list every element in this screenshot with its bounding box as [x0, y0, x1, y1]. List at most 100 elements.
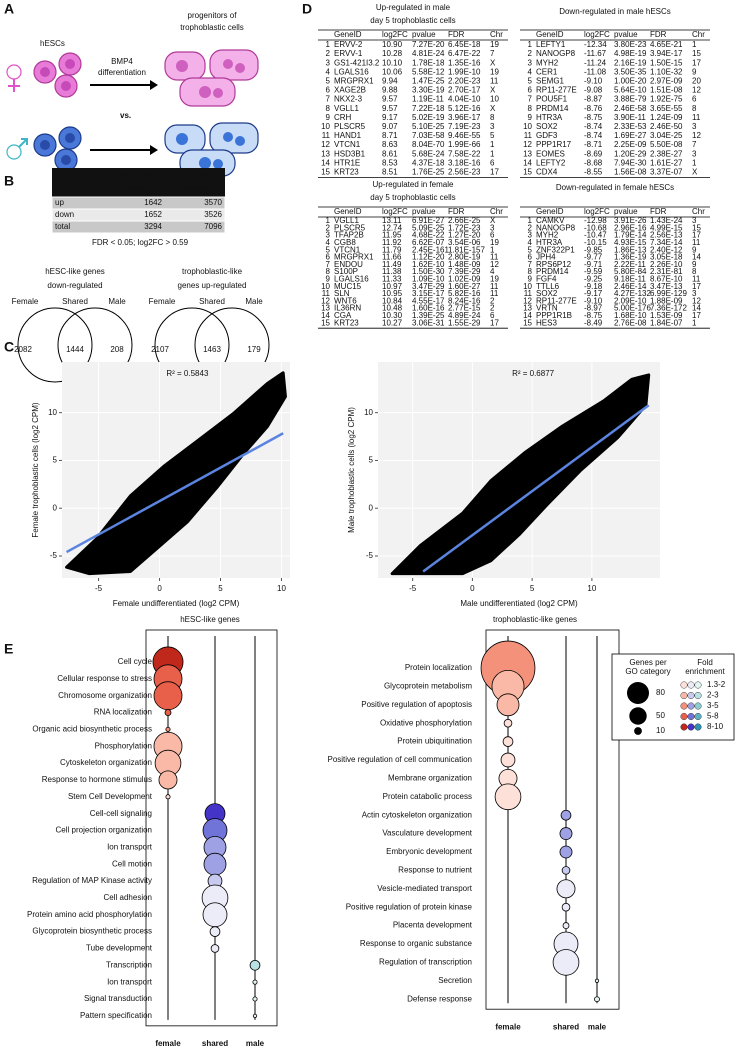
table-cell: 2.26E-10	[650, 260, 683, 269]
row-number: 3	[528, 58, 533, 67]
table-cell: 2.38E-27	[650, 149, 683, 158]
table-cell: ZNF322P1	[536, 245, 575, 254]
table-cell: 2.97E-09	[650, 77, 683, 86]
x-axis-label: Female undifferentiated (log2 CPM)	[113, 599, 240, 608]
table-cell: 1	[490, 245, 495, 254]
table-cell: 9.88	[382, 86, 398, 95]
table-cell: 6.62E-07	[412, 238, 445, 247]
table-cell: -8.49	[584, 318, 603, 327]
table-cell: 8.71	[382, 131, 398, 140]
table-cell: 1.86E-13	[614, 245, 647, 254]
term-label: Secretion	[438, 976, 472, 985]
table-cell: ENDOU	[334, 260, 363, 269]
term-label: Oxidative phosphorylation	[380, 718, 472, 727]
table-cell: GDF3	[536, 131, 558, 140]
table-cell: 11	[490, 77, 499, 86]
table-cell: -8.74	[584, 122, 603, 131]
table-cell: 1	[490, 149, 495, 158]
bubble	[562, 922, 570, 930]
column-header: pvalue	[614, 207, 638, 216]
column-header: FDR	[448, 207, 465, 216]
table-cell: 9.18E-11	[614, 275, 646, 284]
row-number: 14	[321, 158, 330, 167]
column-header: log2FC	[584, 30, 610, 39]
table-cell: MRGPRX1	[334, 253, 374, 262]
table-cell: 2.70E-17	[448, 86, 481, 95]
row-number: 10	[523, 282, 532, 291]
table-cell: 1.02E-09	[448, 275, 481, 284]
column-header: pvalue	[412, 207, 436, 216]
table-cell: 8.53	[382, 158, 398, 167]
term-label: Cytoskeleton organization	[60, 758, 152, 767]
table-cell: 8.51	[382, 168, 398, 177]
column-header: FDR	[448, 30, 465, 39]
x-tick-label: 5	[530, 584, 535, 593]
legend-bin-label: 1.3-2	[707, 680, 726, 689]
cells-label: hESCs	[40, 39, 65, 48]
table-cell: 2.76E-08	[614, 318, 647, 327]
term-label: Stem Cell Development	[68, 792, 153, 801]
row-number: 4	[326, 238, 331, 247]
table-cell: 9.17	[382, 113, 398, 122]
legend-size	[629, 707, 647, 725]
bubble	[594, 996, 600, 1003]
row-number: 2	[326, 223, 331, 232]
r-squared: R² = 0.6877	[512, 369, 555, 378]
table-cell: 8	[692, 267, 697, 276]
term-label: Cell-cell signaling	[90, 809, 152, 818]
term-label: Cell projection organization	[56, 826, 153, 835]
legend-bin-label: 3-5	[707, 701, 719, 710]
table-cell: 6.45E-18	[448, 40, 481, 49]
table-cell: 1.43E-24	[650, 216, 683, 225]
column-header: Chr	[692, 207, 705, 216]
table-cell: 2.56E-13	[650, 231, 683, 240]
table-cell: 2.66E-25	[448, 216, 481, 225]
table-cell: 17	[692, 282, 701, 291]
y-tick-label: 5	[53, 456, 58, 465]
group-label: female	[155, 1039, 181, 1047]
table-cell: 19	[490, 238, 499, 247]
set-label: Male	[245, 297, 263, 306]
table-cell: HAND1	[334, 131, 362, 140]
legend-swatch	[694, 702, 702, 710]
table-cell: 10	[490, 95, 499, 104]
table-cell: 1.78E-18	[412, 58, 445, 67]
bubble	[165, 726, 171, 732]
table-cell: 11.33	[382, 275, 402, 284]
y-tick-label: 5	[369, 456, 374, 465]
legend-swatch	[687, 712, 695, 721]
table-cell: 1.81E-157	[448, 245, 485, 254]
term-label: Phosphorylation	[95, 741, 152, 750]
term-label: Vesicle-mediated transport	[377, 884, 472, 893]
term-label: Protein localization	[405, 663, 472, 672]
row-number: 13	[523, 149, 532, 158]
table-cell: 10.84	[382, 296, 403, 305]
table-row-bg	[51, 220, 226, 234]
row-label: down	[55, 210, 74, 219]
table-cell: 19	[490, 40, 499, 49]
table-cell: 3.18E-16	[448, 158, 481, 167]
row-number: 14	[523, 311, 532, 320]
bubble	[202, 902, 228, 928]
bubble	[158, 770, 178, 790]
table-cell: 8.63	[382, 140, 398, 149]
row-number: 12	[523, 296, 532, 305]
table-cell: CDX4	[536, 168, 558, 177]
table-cell: 3.05E-18	[650, 253, 683, 262]
table-cell: -9.10	[584, 296, 603, 305]
table-cell: 11.66	[382, 253, 402, 262]
group-label: male	[588, 1022, 607, 1031]
row-number: 15	[523, 168, 532, 177]
table-cell: -10.47	[584, 231, 607, 240]
legend-title: Fold	[697, 658, 713, 667]
table-cell: 11.95	[382, 231, 402, 240]
y-axis-label: Male trophoblastic cells (log2 CPM)	[347, 407, 356, 533]
legend-swatch	[694, 691, 702, 700]
row-number: 11	[524, 289, 533, 298]
table-cell: PRDM14	[536, 267, 569, 276]
table-header: d5 vs. d0	[119, 171, 152, 180]
row-number: 1	[528, 40, 533, 49]
term-label: Organic acid biosynthetic process	[32, 725, 152, 734]
table-cell: 2.46E-14	[614, 282, 647, 291]
bubble	[559, 845, 573, 859]
